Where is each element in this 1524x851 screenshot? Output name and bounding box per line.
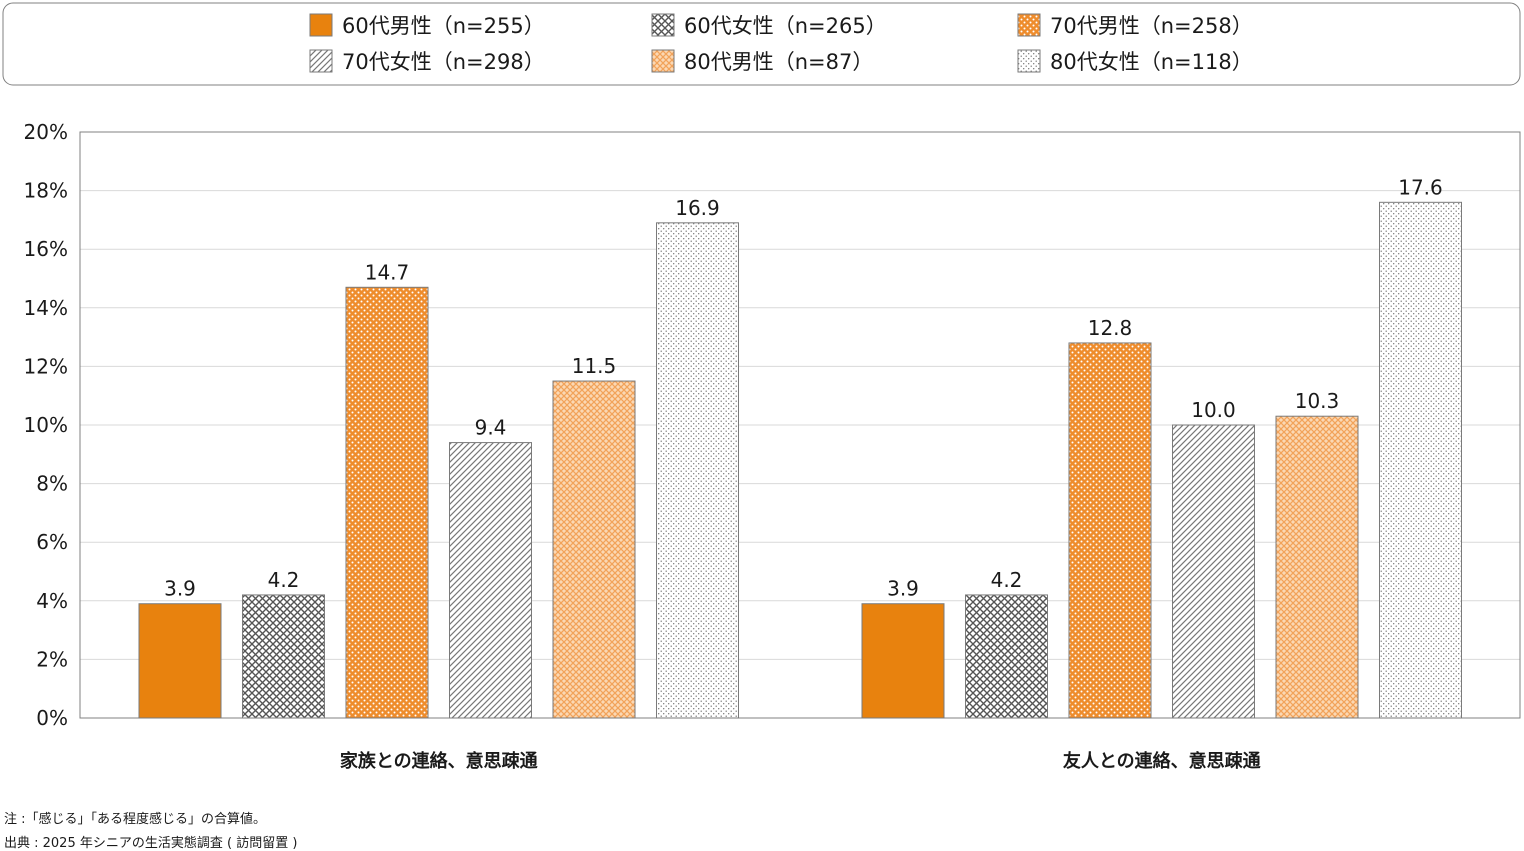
bar-value-label: 12.8 xyxy=(1088,316,1133,340)
bar xyxy=(138,603,222,719)
legend-label: 70代男性（n=258） xyxy=(1050,14,1253,38)
bar-value-label: 17.6 xyxy=(1398,175,1443,199)
y-tick-label: 10% xyxy=(24,413,68,437)
bar-value-label: 14.7 xyxy=(365,260,410,284)
y-tick-label: 14% xyxy=(24,296,68,320)
legend-label: 60代女性（n=265） xyxy=(684,14,887,38)
legend-swatch xyxy=(309,49,333,73)
bar-value-label: 9.4 xyxy=(475,416,507,440)
y-tick-label: 0% xyxy=(36,706,68,730)
bar xyxy=(861,603,945,719)
bars xyxy=(138,201,1462,719)
bar xyxy=(1379,201,1462,719)
bar-value-label: 4.2 xyxy=(991,568,1023,592)
x-axis: 家族との連絡、意思疎通 友人との連絡、意思疎通 xyxy=(340,750,1261,772)
legend-swatch xyxy=(309,13,333,37)
bar xyxy=(242,594,325,719)
legend-swatch xyxy=(651,13,675,37)
bar-value-label: 16.9 xyxy=(675,196,720,220)
legend-label: 60代男性（n=255） xyxy=(342,14,545,38)
y-axis: 0% 2% 4% 6% 8% 10% 12% 14% 16% 18% 20% xyxy=(24,120,68,730)
legend-box xyxy=(2,2,1521,86)
bar xyxy=(1068,342,1152,719)
legend-swatch xyxy=(651,49,675,73)
bar-value-label: 3.9 xyxy=(164,577,196,601)
y-tick-label: 2% xyxy=(36,647,68,671)
legend-swatch xyxy=(1017,13,1041,37)
bar-value-label: 11.5 xyxy=(572,354,617,378)
legend-label: 80代女性（n=118） xyxy=(1050,50,1253,74)
y-tick-label: 16% xyxy=(24,237,68,261)
bar xyxy=(1275,415,1359,719)
legend: 60代男性（n=255） 60代女性（n=265） 70代男性（n=258） 70代女… xyxy=(309,13,1253,74)
bar-value-label: 10.0 xyxy=(1191,398,1236,422)
footnote: 注 :「感じる」「ある程度感じる」の合算値。 xyxy=(4,812,267,827)
x-category-label: 家族との連絡、意思疎通 xyxy=(340,750,538,772)
source-note: 出典 : 2025 年シニアの生活実態調査 ( 訪問留置 ) xyxy=(4,836,298,851)
legend-swatch xyxy=(1017,49,1041,73)
x-category-label: 友人との連絡、意思疎通 xyxy=(1063,750,1261,772)
plot-area-frame xyxy=(79,131,1521,719)
legend-label: 80代男性（n=87） xyxy=(684,50,873,74)
y-tick-label: 12% xyxy=(24,354,68,378)
bar-value-label: 4.2 xyxy=(268,568,300,592)
bar xyxy=(1172,424,1255,719)
bar xyxy=(965,594,1048,719)
y-tick-label: 8% xyxy=(36,472,68,496)
y-tick-label: 4% xyxy=(36,589,68,613)
bar xyxy=(345,286,429,719)
bar-chart: 60代男性（n=255） 60代女性（n=265） 70代男性（n=258） 70代女… xyxy=(2,2,1521,772)
y-tick-label: 18% xyxy=(24,179,68,203)
legend-label: 70代女性（n=298） xyxy=(342,50,545,74)
data-labels: 3.9 4.2 14.7 9.4 11.5 16.9 3.9 4.2 12.8 10.0 10.3 1… xyxy=(164,175,1443,600)
bar xyxy=(656,222,739,719)
bar-value-label: 10.3 xyxy=(1295,389,1340,413)
bar xyxy=(449,442,532,719)
y-tick-label: 20% xyxy=(24,120,68,144)
bar-value-label: 3.9 xyxy=(887,577,919,601)
bar xyxy=(552,380,636,719)
y-tick-label: 6% xyxy=(36,530,68,554)
